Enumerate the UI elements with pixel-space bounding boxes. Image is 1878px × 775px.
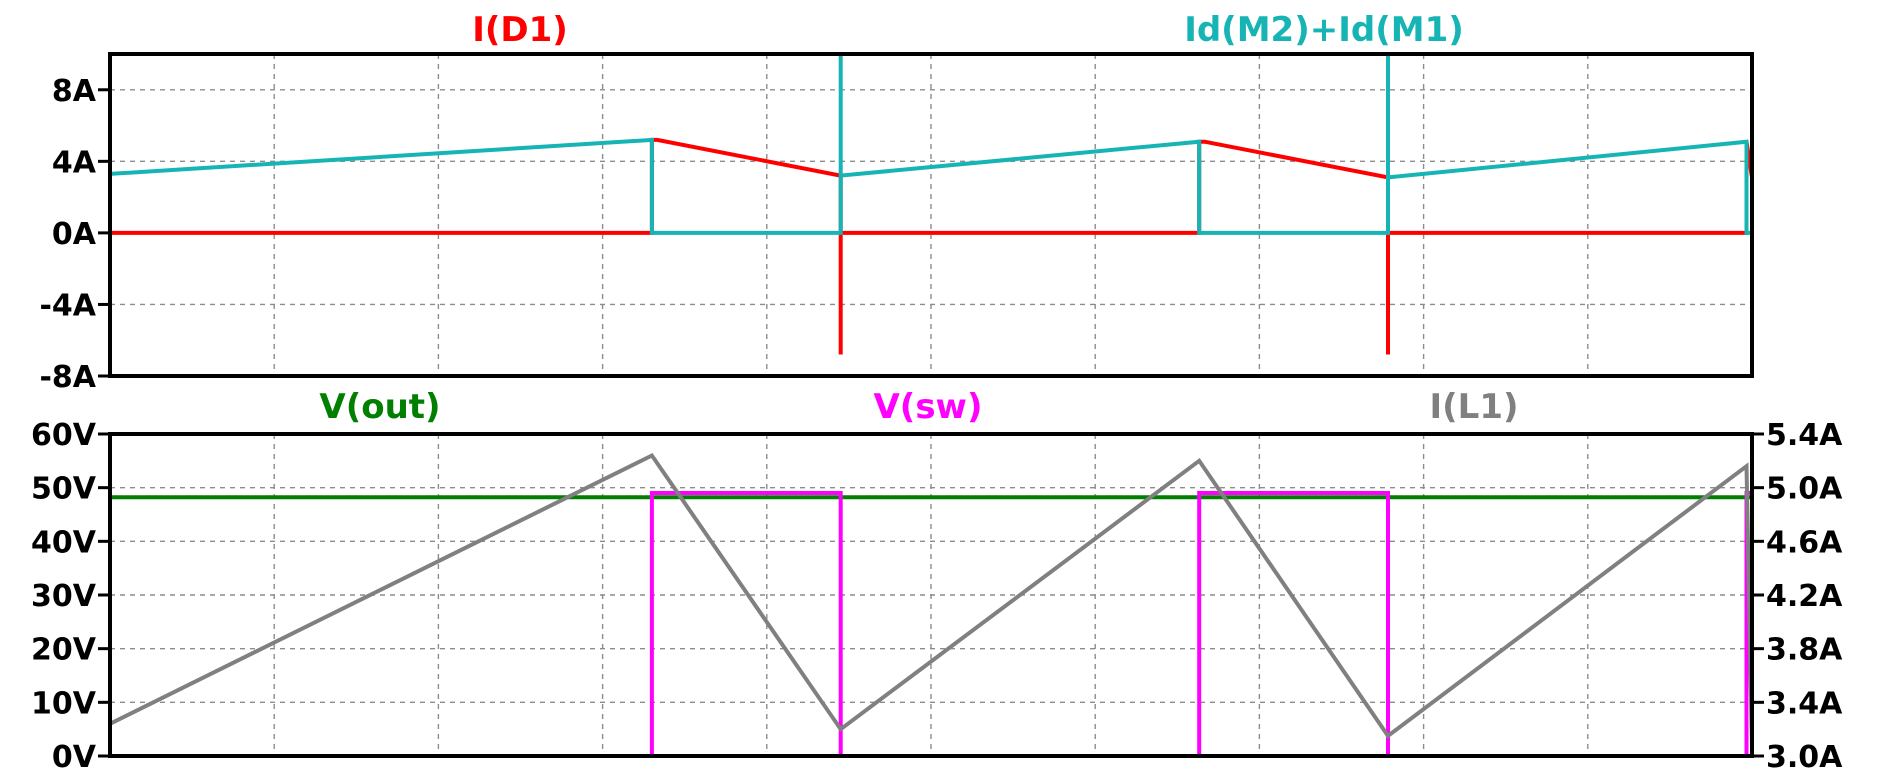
y-tick-label: 40V bbox=[31, 525, 97, 560]
y-tick-label: 50V bbox=[31, 472, 97, 507]
y-tick-label: 8A bbox=[52, 74, 97, 109]
y2-tick-label: 3.8A bbox=[1766, 633, 1843, 668]
y-tick-label: 20V bbox=[31, 633, 97, 668]
top-series-title-2: Id(M2)+Id(M1) bbox=[1184, 10, 1464, 50]
y-tick-label: 0V bbox=[52, 740, 97, 771]
bottom-series-title-3: I(L1) bbox=[1429, 387, 1518, 427]
y2-tick-label: 4.6A bbox=[1766, 525, 1843, 560]
y-tick-label: 30V bbox=[31, 579, 97, 614]
bottom-series-title-2: V(sw) bbox=[873, 387, 982, 427]
bottom-y-axis-left: 0V 10V 20V 30V 40V 50V 60V bbox=[31, 418, 110, 775]
y-tick-label: 0A bbox=[52, 217, 97, 252]
top-grid bbox=[110, 54, 1752, 376]
bottom-series-title-1: V(out) bbox=[319, 387, 440, 427]
top-series-title-1: I(D1) bbox=[472, 10, 568, 50]
top-plot-frame bbox=[108, 52, 1754, 378]
y-tick-label: 60V bbox=[31, 418, 97, 453]
y-tick-label: -4A bbox=[39, 288, 96, 323]
bottom-grid bbox=[110, 434, 1752, 756]
y2-tick-label: 4.2A bbox=[1766, 579, 1843, 614]
y2-tick-label: 3.4A bbox=[1766, 686, 1843, 721]
y-tick-label: -8A bbox=[39, 360, 96, 395]
trace-id-m2-id-m1 bbox=[109, 54, 1752, 235]
top-y-axis: -8A -4A 0A 4A 8A bbox=[39, 74, 110, 395]
y-tick-label: 4A bbox=[52, 145, 97, 180]
trace-i-l1 bbox=[109, 452, 1754, 750]
top-panel: -8A -4A 0A 4A 8A I(D1) Id(M2)+Id(M1) bbox=[39, 10, 1754, 395]
trace-v-sw bbox=[110, 491, 1752, 758]
y2-tick-label: 5.0A bbox=[1766, 472, 1843, 507]
y2-tick-label: 3.0A bbox=[1766, 740, 1843, 771]
bottom-traces bbox=[109, 452, 1754, 758]
y2-tick-label: 5.4A bbox=[1766, 418, 1843, 453]
bottom-y-axis-right: 3.0A 3.4A 3.8A 4.2A 4.6A 5.0A 5.4A bbox=[1752, 418, 1843, 775]
bottom-panel: 0V 10V 20V 30V 40V 50V 60V 3.0A 3.4A 3.8A 4.2A 4.6… bbox=[31, 387, 1843, 775]
y-tick-label: 10V bbox=[31, 686, 97, 721]
top-traces bbox=[109, 54, 1754, 355]
